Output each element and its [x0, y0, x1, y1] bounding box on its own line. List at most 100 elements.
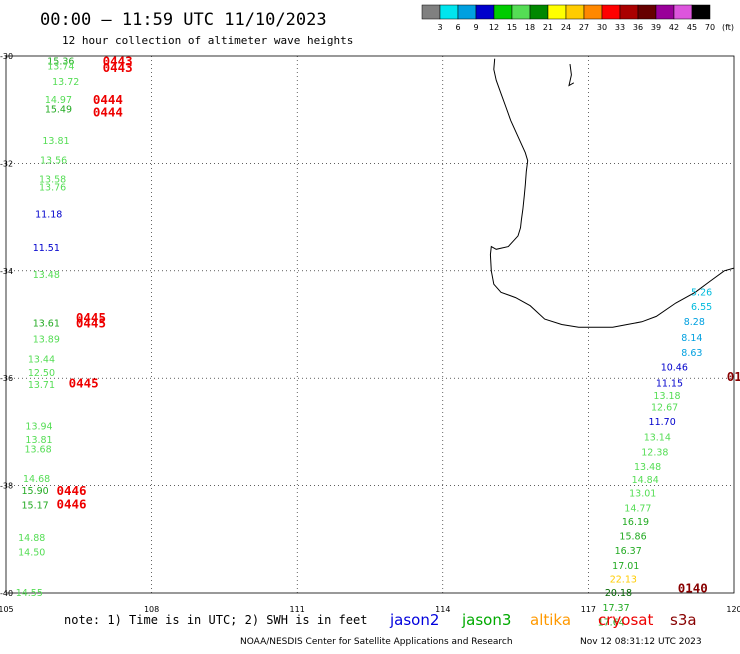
colorbar-swatch: [619, 4, 639, 20]
pass-time-label: 0446: [56, 483, 86, 498]
wave-height-label: 15.17: [22, 500, 49, 511]
colorbar-label: 45: [687, 23, 697, 32]
colorbar-label: 30: [597, 23, 607, 32]
colorbar-label: 24: [561, 23, 571, 32]
colorbar-swatch: [565, 4, 585, 20]
latitude-tick: -36: [0, 374, 13, 383]
wave-height-label: 17.37: [602, 603, 629, 614]
wave-height-label: 6.55: [691, 302, 712, 313]
latitude-tick: -30: [0, 52, 13, 61]
latitude-tick: -32: [0, 159, 13, 168]
colorbar-label: 33: [615, 23, 625, 32]
longitude-tick: 111: [290, 605, 305, 614]
footer-note: note: 1) Time is in UTC; 2) SWH is in fe…: [64, 613, 367, 627]
colorbar-swatch: [511, 4, 531, 20]
colorbar-label: 21: [543, 23, 553, 32]
wave-height-label: 14.50: [18, 548, 45, 559]
longitude-tick: 108: [144, 605, 159, 614]
longitude-tick: 114: [435, 605, 450, 614]
wave-height-label: 13.89: [33, 335, 60, 346]
colorbar-label: 9: [473, 23, 478, 32]
island-outline: [568, 64, 575, 87]
colorbar-label: 18: [525, 23, 535, 32]
colorbar-swatch: [637, 4, 657, 20]
wave-height-label: 13.61: [33, 318, 60, 329]
wave-height-label: 8.14: [681, 333, 702, 344]
colorbar-label: 3: [437, 23, 442, 32]
legend-s3a: s3a: [670, 611, 697, 629]
legend-jason3: jason3: [461, 611, 511, 629]
colorbar-label: 6: [455, 23, 460, 32]
wave-height-label: 13.56: [40, 156, 67, 167]
map-frame: [5, 55, 735, 594]
colorbar-swatch: [421, 4, 441, 20]
colorbar-swatch: [655, 4, 675, 20]
wave-height-label: 14.88: [18, 533, 45, 544]
wave-height-label: 16.19: [622, 517, 649, 528]
wave-height-label: 22.13: [610, 575, 637, 586]
legend-jason2: jason2: [389, 611, 439, 629]
colorbar-label: 42: [669, 23, 679, 32]
colorbar-swatch: [547, 4, 567, 20]
pass-time-label: 0445: [69, 376, 99, 391]
wave-height-label: 13.74: [47, 62, 74, 73]
colorbar-label: 15: [507, 23, 517, 32]
latitude-tick-labels: -30 -32 -34 -36 -38 -40: [0, 52, 13, 598]
pass-time-label: 0446: [56, 496, 86, 511]
wave-height-label: 13.81: [42, 136, 69, 147]
colorbar-legend: 3 6 9 12 15 18 21 24 27 30 33 36 39 42 45 70 (ft): [421, 4, 734, 32]
colorbar-swatch: [691, 4, 711, 20]
wave-height-label: 14.55: [16, 588, 43, 599]
colorbar-label: 27: [579, 23, 589, 32]
wave-height-label: 13.48: [33, 270, 60, 281]
wave-height-label: 14.97: [45, 95, 72, 106]
colorbar-label: 36: [633, 23, 643, 32]
wave-height-label: 10.46: [661, 362, 688, 373]
wave-height-label: 13.68: [24, 445, 51, 456]
pass-time-label: 0445: [76, 310, 106, 325]
colorbar-swatch: [457, 4, 477, 20]
wave-height-label: 12.67: [651, 403, 678, 414]
wave-height-label: 11.70: [649, 417, 676, 428]
longitude-tick-labels: 105 108 111 114 117 120: [0, 605, 740, 614]
colorbar-swatch: [475, 4, 495, 20]
longitude-tick: 105: [0, 605, 14, 614]
wave-height-label: 11.15: [656, 379, 683, 390]
wave-height-label: 16.37: [615, 546, 642, 557]
colorbar-swatch: [529, 4, 549, 20]
generated-timestamp: Nov 12 08:31:12 UTC 2023: [580, 637, 702, 647]
pass-time-label: 0140: [678, 581, 708, 596]
colorbar-swatch: [439, 4, 459, 20]
wave-height-label: 13.48: [634, 462, 661, 473]
map-subtitle: 12 hour collection of altimeter wave hei…: [62, 34, 353, 47]
legend-cryosat: cryosat: [598, 611, 653, 629]
wave-height-label: 20.18: [605, 588, 632, 599]
wave-height-label: 8.63: [681, 348, 702, 359]
coastline: [489, 58, 735, 328]
wave-height-label: 13.81: [25, 435, 52, 446]
wave-height-label: 13.14: [644, 432, 671, 443]
wave-height-label: 15.49: [45, 105, 72, 116]
pass-time-label: 0445: [76, 315, 106, 330]
wave-height-label: 14.68: [23, 474, 50, 485]
pass-time-label: 0443: [103, 60, 133, 75]
colorbar-swatch: [673, 4, 693, 20]
pass-time-labels: 0443044304440444044504450445044604460140…: [56, 53, 740, 595]
legend-altika: altika: [530, 611, 571, 629]
wave-height-label: 13.94: [25, 422, 52, 433]
wave-height-label: 8.28: [684, 317, 705, 328]
coastline-path: [489, 58, 735, 328]
pass-time-label: 0444: [93, 92, 123, 107]
pass-time-label: 0443: [103, 53, 133, 68]
colorbar-label: 12: [489, 23, 499, 32]
wave-height-label: 11.18: [35, 209, 62, 220]
colorbar-label: 39: [651, 23, 661, 32]
credit-text: NOAA/NESDIS Center for Satellite Applica…: [240, 637, 513, 647]
wave-height-label: 13.18: [653, 391, 680, 402]
longitude-tick: 120: [726, 605, 740, 614]
wave-height-label: 13.58: [39, 175, 66, 186]
map-title: 00:00 — 11:59 UTC 11/10/2023: [40, 10, 327, 30]
wave-height-label: 15.86: [619, 532, 646, 543]
